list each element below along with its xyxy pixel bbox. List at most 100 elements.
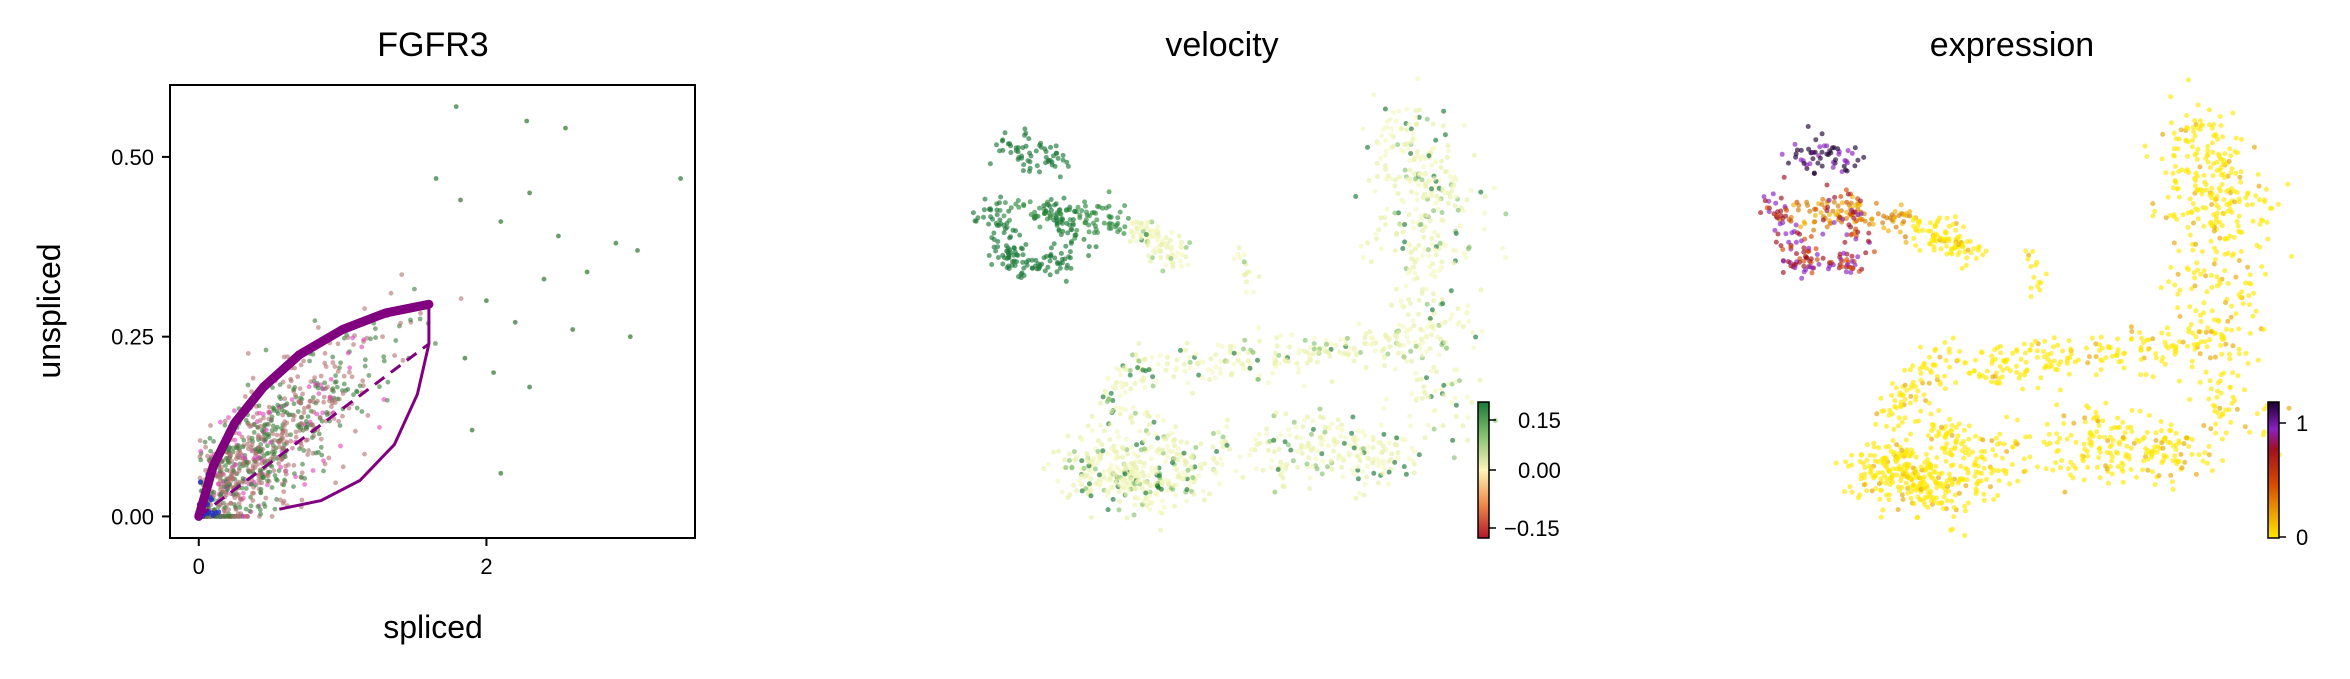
embedding-point [2118,358,2124,364]
embedding-point [1170,449,1176,454]
scatter-point [197,479,204,485]
embedding-point [1381,346,1387,352]
embedding-point [1848,270,1854,275]
embedding-point [1152,245,1158,251]
embedding-point [2189,364,2195,370]
scatter-point [208,448,214,454]
embedding-point [2142,143,2148,149]
scatter-point [332,397,337,403]
embedding-point [1117,498,1123,504]
embedding-point [1177,258,1183,264]
scatter-point [222,505,228,510]
scatter-point [316,431,322,437]
scatter-point [310,468,316,473]
embedding-point [1362,340,1368,346]
embedding-point [1381,431,1387,437]
embedding-point [2229,303,2235,309]
embedding-point [1904,387,1910,393]
embedding-point [1247,365,1253,371]
embedding-point [1927,241,1932,246]
scatter-point [249,448,255,454]
scatter-point [351,342,356,347]
scatter-point [305,452,311,457]
embedding-point [1312,335,1318,341]
embedding-point [1465,303,1471,309]
embedding-point [1051,241,1057,247]
scatter-point [270,423,276,429]
embedding-point [1048,197,1054,202]
embedding-point [1015,149,1021,155]
embedding-point [1179,239,1184,245]
embedding-point [1899,447,1905,453]
embedding-point [2037,287,2043,293]
embedding-point [1913,384,1918,389]
velocity-colorbar-tick: 0.15 [1518,408,1561,433]
scatter-point [484,298,489,304]
embedding-point [1141,473,1147,479]
embedding-point [1319,471,1325,477]
embedding-point [1110,398,1116,403]
scatter-point [302,476,308,481]
embedding-point [2164,325,2170,331]
embedding-point [1911,235,1917,241]
embedding-point [1895,455,1900,461]
embedding-point [1114,429,1120,434]
embedding-point [1904,461,1910,467]
embedding-point [2176,136,2182,142]
embedding-point [1401,354,1407,360]
embedding-point [1407,167,1413,173]
embedding-point [1027,199,1033,205]
embedding-point [1365,455,1371,461]
embedding-point [1827,212,1832,217]
embedding-point [1058,232,1064,238]
scatter-point [256,455,261,460]
embedding-point [1283,357,1289,363]
embedding-point [2185,343,2191,349]
embedding-point [1886,497,1892,503]
embedding-point [1981,465,1987,471]
embedding-point [1233,468,1239,474]
embedding-point [1032,209,1038,215]
embedding-point [1878,487,1884,493]
embedding-point [2217,378,2223,384]
embedding-point [1169,229,1175,235]
embedding-point [1413,343,1419,349]
scatter-point [217,478,223,484]
scatter-point [226,415,231,420]
embedding-point [2207,337,2213,343]
embedding-point [1159,498,1165,504]
embedding-point [2105,480,2111,486]
embedding-point [1865,238,1871,244]
embedding-point [1770,191,1776,197]
embedding-point [2264,219,2270,225]
embedding-point [1863,250,1869,256]
embedding-point [1291,419,1297,425]
embedding-point [2182,459,2188,465]
embedding-point [1029,257,1035,263]
embedding-point [2073,466,2079,471]
embedding-point [1146,239,1152,245]
embedding-point [1918,408,1924,414]
scatter-point [284,432,290,438]
embedding-point [2015,478,2021,484]
embedding-point [1981,491,1987,497]
embedding-point [995,255,1001,260]
embedding-point [2081,441,2087,447]
embedding-point [1862,218,1868,224]
embedding-point [2236,292,2242,298]
scatter-point [373,335,378,340]
embedding-point [1187,365,1193,371]
embedding-point [1122,203,1128,209]
embedding-point [2228,170,2234,176]
embedding-point [2189,210,2195,216]
embedding-point [1451,367,1457,373]
scatter-point [280,412,286,418]
embedding-point [1343,341,1349,347]
scatter-point [295,374,301,380]
embedding-point [2261,327,2267,332]
embedding-point [1942,449,1948,455]
scatter-point [278,464,284,470]
scatter-point [341,381,347,387]
scatter-point [312,318,318,324]
embedding-point [1815,160,1821,166]
